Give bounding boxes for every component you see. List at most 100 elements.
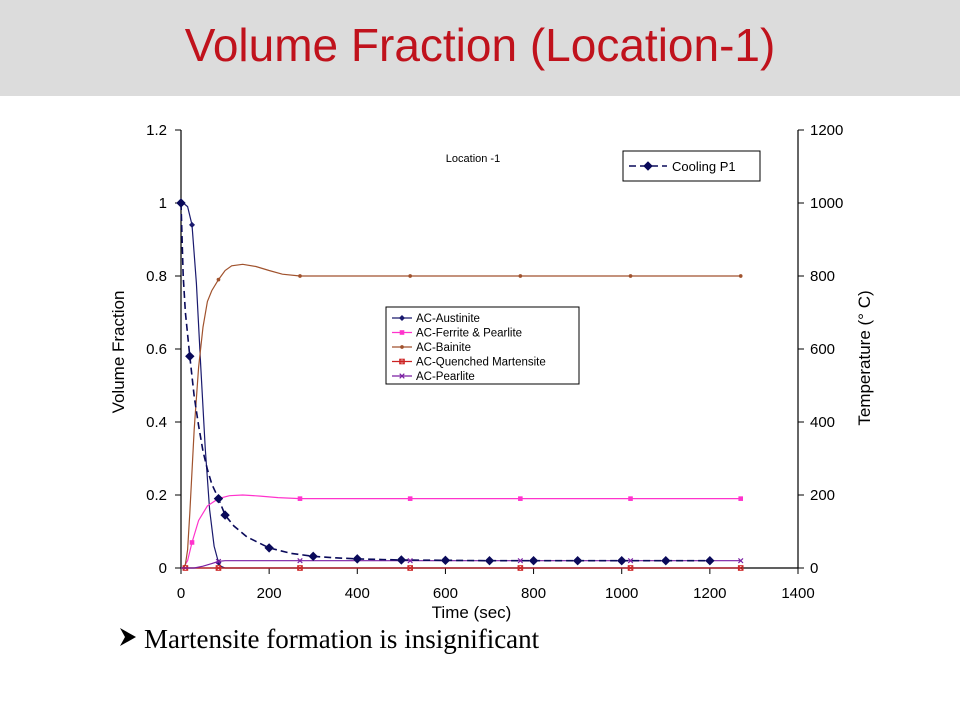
x-tick-label: 1400 (781, 585, 814, 602)
data-point (738, 274, 743, 278)
legend-swatch-marker (643, 161, 653, 171)
data-point (528, 555, 539, 566)
data-point (572, 555, 583, 566)
page-title: Volume Fraction (Location-1) (184, 19, 776, 71)
data-point (215, 565, 222, 571)
y2-axis-label: Temperature (° C) (855, 290, 874, 425)
data-point (440, 555, 451, 566)
legend-label: AC-Bainite (416, 342, 471, 354)
data-point (517, 565, 524, 571)
data-point (517, 557, 524, 564)
y-tick-label: 0.6 (146, 341, 167, 358)
data-point (308, 551, 318, 562)
legend-swatch-marker (398, 314, 406, 322)
data-point (185, 351, 195, 362)
series-ac-pearlite (181, 557, 744, 569)
y-tick-label: 1.2 (146, 122, 167, 139)
data-point (617, 555, 627, 566)
legend-volume-fraction: AC-Austinite AC-Ferrite & Pearlite AC-Bain… (385, 306, 580, 385)
y-tick-label: 0.2 (146, 487, 167, 504)
data-point (220, 510, 230, 520)
legend-item: AC-Pearlite (392, 371, 475, 383)
data-point (627, 565, 634, 571)
data-point (518, 274, 523, 278)
series-line-ac-austinite (181, 202, 741, 569)
series-line-ac-ferrite-pearlite (181, 494, 741, 569)
arrow-right-icon (118, 624, 144, 655)
x-tick-label: 1000 (605, 585, 638, 602)
y-axis-label: Volume Fraction (109, 291, 128, 414)
series-cooling-p1 (176, 198, 715, 566)
legend-item: AC-Bainite (392, 342, 471, 354)
legend-swatch-marker (399, 373, 405, 379)
data-point (628, 274, 633, 278)
x-tick-label: 1200 (693, 585, 726, 602)
x-tick-label: 200 (257, 585, 282, 602)
data-point (661, 555, 671, 566)
data-point (627, 557, 634, 564)
title-bar: Volume Fraction (Location-1) (0, 0, 960, 96)
y2-tick-label: 800 (810, 268, 835, 285)
x-tick-label: 400 (345, 585, 370, 602)
legend-item: AC-Austinite (392, 313, 480, 325)
bullet-point: Martensite formation is insignificant (118, 624, 539, 655)
data-point (484, 555, 495, 566)
data-point (264, 543, 274, 553)
y-tick-label: 0.4 (146, 414, 167, 431)
data-point (298, 274, 302, 278)
legend-item: AC-Ferrite & Pearlite (392, 328, 522, 340)
series-ac-bainite (181, 263, 743, 569)
legend-box (385, 306, 580, 385)
data-point (628, 496, 633, 501)
y-tick-label: 0 (159, 560, 167, 577)
data-point (396, 555, 407, 565)
y2-tick-label: 1200 (810, 122, 843, 139)
data-point (705, 555, 715, 566)
series-ac-ferrite-pearlite (181, 494, 744, 569)
data-point (407, 496, 413, 501)
data-point (189, 540, 195, 545)
series-line-ac-bainite (181, 263, 741, 569)
chart-title: Location -1 (446, 153, 500, 165)
y2-tick-label: 400 (810, 414, 835, 431)
x-tick-label: 600 (433, 585, 458, 602)
legend-label: Cooling P1 (672, 159, 736, 174)
x-axis-label: Time (sec) (432, 603, 512, 622)
data-point (737, 557, 744, 564)
data-point (297, 565, 303, 571)
legend-label: AC-Austinite (416, 313, 480, 325)
data-point (215, 558, 222, 565)
data-point (738, 496, 744, 501)
series-ac-quenched-martensite (181, 565, 744, 571)
data-point (297, 557, 303, 564)
legend-item: AC-Quenched Martensite (392, 357, 546, 369)
y2-tick-label: 200 (810, 487, 835, 504)
data-point (213, 493, 224, 504)
data-point (408, 274, 413, 278)
legend-item: Cooling P1 (629, 159, 736, 174)
legend-label: AC-Quenched Martensite (416, 357, 546, 369)
x-tick-label: 800 (521, 585, 546, 602)
x-tick-label: 0 (177, 585, 185, 602)
data-point (407, 565, 413, 571)
legend-label: AC-Ferrite & Pearlite (416, 328, 522, 340)
legend-temperature: Cooling P1 (622, 150, 761, 182)
legend-swatch-marker (399, 358, 405, 365)
legend-swatch-marker (399, 330, 405, 335)
y-tick-label: 0.8 (146, 268, 167, 285)
data-point (737, 565, 744, 571)
bullet-text: Martensite formation is insignificant (144, 624, 540, 654)
data-point (352, 554, 362, 564)
y2-tick-label: 600 (810, 341, 835, 358)
data-point (189, 221, 196, 228)
y2-tick-label: 1000 (810, 195, 843, 212)
y-tick-label: 1 (159, 195, 167, 212)
data-point (407, 557, 413, 564)
legend-label: AC-Pearlite (416, 371, 475, 383)
series-line-ac-pearlite (181, 560, 741, 569)
data-point (176, 198, 186, 208)
series-line-cooling-p1 (180, 202, 710, 562)
y2-tick-label: 0 (810, 560, 818, 577)
data-point (518, 496, 523, 501)
